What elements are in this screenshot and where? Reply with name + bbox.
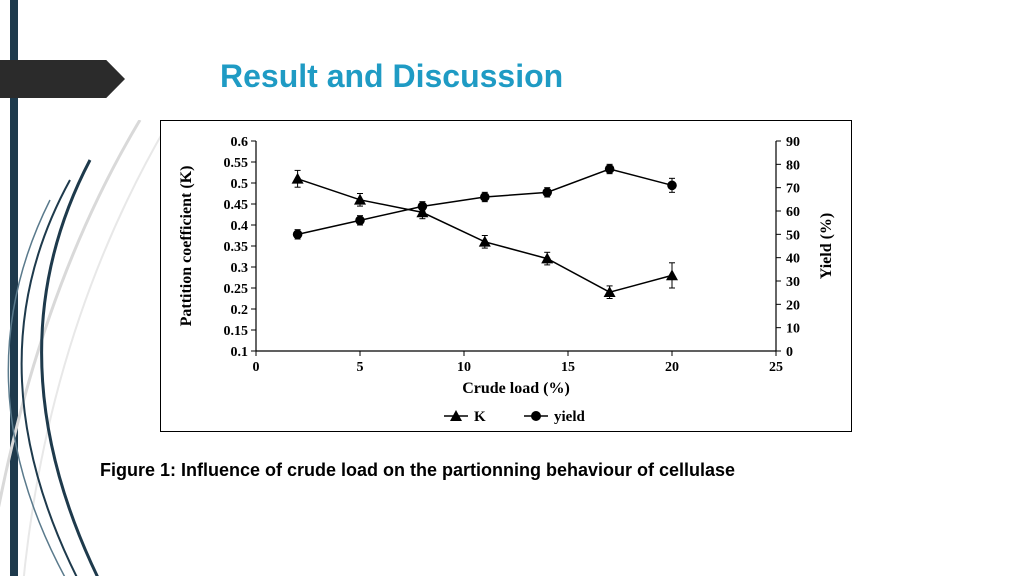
svg-text:Yield (%): Yield (%) <box>818 213 835 280</box>
svg-text:0.45: 0.45 <box>224 198 249 213</box>
dual-axis-line-chart: 0 5 10 15 20 25 0.1 0.15 0.2 0.25 0.3 0.35 0.4 0.45 0.… <box>161 121 851 431</box>
svg-text:10: 10 <box>786 322 800 337</box>
svg-text:0.2: 0.2 <box>231 303 249 318</box>
svg-text:80: 80 <box>786 158 800 173</box>
svg-text:25: 25 <box>769 360 783 375</box>
svg-text:0.1: 0.1 <box>231 345 249 360</box>
svg-text:0.4: 0.4 <box>231 219 249 234</box>
svg-text:0.35: 0.35 <box>224 240 249 255</box>
svg-text:0.25: 0.25 <box>224 282 249 297</box>
svg-text:20: 20 <box>665 360 679 375</box>
svg-text:0.6: 0.6 <box>231 135 249 150</box>
header-arrow-shape <box>0 60 125 98</box>
svg-text:90: 90 <box>786 135 800 150</box>
svg-text:K: K <box>474 409 486 425</box>
svg-text:0.5: 0.5 <box>231 177 249 192</box>
svg-text:0.15: 0.15 <box>224 324 249 339</box>
svg-text:30: 30 <box>786 275 800 290</box>
svg-text:0.3: 0.3 <box>231 261 249 276</box>
svg-text:0: 0 <box>253 360 260 375</box>
svg-text:60: 60 <box>786 205 800 220</box>
svg-text:15: 15 <box>561 360 575 375</box>
svg-text:Pattition coefficient (K): Pattition coefficient (K) <box>178 166 195 327</box>
svg-text:Crude load (%): Crude load (%) <box>462 380 570 397</box>
svg-text:yield: yield <box>554 409 585 425</box>
svg-text:0: 0 <box>786 345 793 360</box>
svg-text:50: 50 <box>786 228 800 243</box>
svg-text:5: 5 <box>357 360 364 375</box>
svg-text:0.55: 0.55 <box>224 156 249 171</box>
svg-text:40: 40 <box>786 252 800 267</box>
svg-text:70: 70 <box>786 182 800 197</box>
chart-container: 0 5 10 15 20 25 0.1 0.15 0.2 0.25 0.3 0.35 0.4 0.45 0.… <box>160 120 852 432</box>
svg-text:10: 10 <box>457 360 471 375</box>
svg-text:20: 20 <box>786 298 800 313</box>
page-title: Result and Discussion <box>220 58 563 95</box>
figure-caption: Figure 1: Influence of crude load on the… <box>100 460 735 481</box>
